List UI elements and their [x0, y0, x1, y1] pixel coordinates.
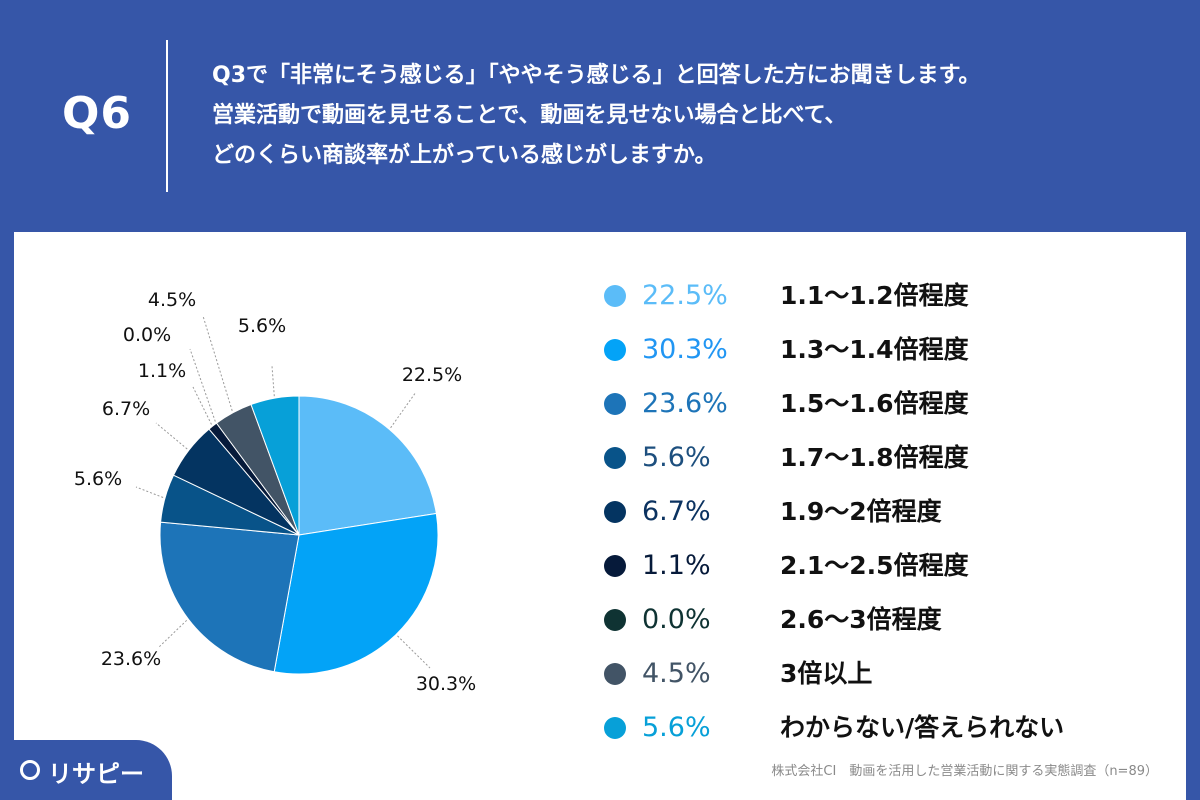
legend-percent: 1.1%: [642, 550, 711, 581]
brand-logo: リサピー: [0, 740, 172, 800]
pie-slice-2: [273, 512, 439, 675]
legend-swatch: [604, 717, 626, 739]
slice-label-5: 6.7%: [102, 398, 150, 420]
legend-item-8: 4.5% 3倍以上: [604, 654, 1164, 708]
legend-swatch: [604, 663, 626, 685]
question-line-2: 営業活動で動画を見せることで、動画を見せない場合と比べて、: [212, 103, 847, 128]
legend-category: 1.1〜1.2倍程度: [780, 281, 969, 310]
slice-label-9: 5.6%: [238, 315, 286, 337]
legend-item-4: 5.6% 1.7〜1.8倍程度: [604, 438, 1164, 492]
leader-line-1: [390, 391, 417, 429]
slice-label-2: 30.3%: [416, 673, 476, 695]
question-line-3: どのくらい商談率が上がっている感じがしますか。: [212, 143, 717, 168]
slice-label-6: 1.1%: [138, 360, 186, 382]
legend-category: 2.1〜2.5倍程度: [780, 551, 969, 580]
legend-category: 3倍以上: [780, 659, 873, 688]
legend-swatch: [604, 555, 626, 577]
legend-swatch: [604, 285, 626, 307]
legend-percent: 0.0%: [642, 604, 711, 635]
legend-swatch: [604, 501, 626, 523]
legend-item-3: 23.6% 1.5〜1.6倍程度: [604, 384, 1164, 438]
legend-item-5: 6.7% 1.9〜2倍程度: [604, 492, 1164, 546]
leader-line-6: [192, 386, 212, 425]
leader-line-5: [155, 422, 188, 450]
legend-category: 1.9〜2倍程度: [780, 497, 942, 526]
legend-percent: 5.6%: [642, 442, 711, 473]
header-divider: [166, 40, 168, 192]
legend-percent: 6.7%: [642, 496, 711, 527]
legend-category: 1.7〜1.8倍程度: [780, 443, 969, 472]
legend-category: わからない/答えられない: [780, 713, 1065, 742]
slice-label-7: 0.0%: [123, 324, 171, 346]
leader-line-4: [135, 486, 164, 498]
leader-line-3: [157, 619, 188, 649]
legend-percent: 30.3%: [642, 334, 728, 365]
legend-percent: 22.5%: [642, 280, 728, 311]
legend-swatch: [604, 393, 626, 415]
pie-slice-1: [298, 395, 437, 536]
slice-label-4: 5.6%: [74, 468, 122, 490]
pie-slice-3: [159, 521, 300, 673]
legend-percent: 4.5%: [642, 658, 711, 689]
chart-legend: 22.5% 1.1〜1.2倍程度 30.3% 1.3〜1.4倍程度 23.6% 1.5〜1…: [604, 276, 1164, 762]
leader-line-8: [202, 315, 233, 411]
legend-item-9: 5.6% わからない/答えられない: [604, 708, 1164, 762]
legend-swatch: [604, 609, 626, 631]
question-number: Q6: [62, 88, 133, 139]
slice-label-1: 22.5%: [402, 364, 462, 386]
legend-swatch: [604, 339, 626, 361]
legend-percent: 5.6%: [642, 712, 711, 743]
pie-slice-9: [250, 395, 300, 536]
question-text: Q3で「非常にそう感じる」「ややそう感じる」と回答した方にお聞きします。 営業活…: [212, 56, 1182, 176]
leader-line-9: [271, 365, 275, 397]
pin-icon: [20, 760, 40, 780]
legend-category: 1.5〜1.6倍程度: [780, 389, 969, 418]
legend-item-7: 0.0% 2.6〜3倍程度: [604, 600, 1164, 654]
legend-percent: 23.6%: [642, 388, 728, 419]
question-line-1: Q3で「非常にそう感じる」「ややそう感じる」と回答した方にお聞きします。: [212, 63, 981, 88]
legend-category: 1.3〜1.4倍程度: [780, 335, 969, 364]
slice-label-8: 4.5%: [148, 289, 196, 311]
legend-category: 2.6〜3倍程度: [780, 605, 942, 634]
legend-item-2: 30.3% 1.3〜1.4倍程度: [604, 330, 1164, 384]
legend-item-1: 22.5% 1.1〜1.2倍程度: [604, 276, 1164, 330]
source-note: 株式会社CI 動画を活用した営業活動に関する実態調査（n=89）: [771, 764, 1158, 779]
logo-text: リサピー: [48, 760, 144, 788]
slice-label-3: 23.6%: [101, 648, 161, 670]
leader-line-7: [189, 348, 216, 422]
leader-line-2: [397, 635, 431, 669]
legend-swatch: [604, 447, 626, 469]
legend-item-6: 1.1% 2.1〜2.5倍程度: [604, 546, 1164, 600]
